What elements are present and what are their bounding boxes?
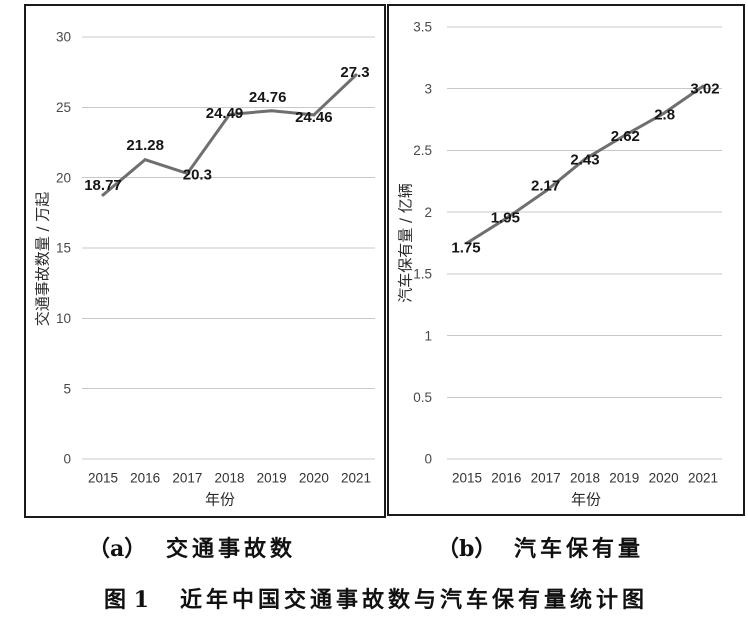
panel-a-traffic-accidents: 0 5 10 15 20 25 30 2015 2016 2017 2018 2019 2020 202… bbox=[24, 4, 386, 518]
chart-a-data-point bbox=[101, 193, 105, 197]
chart-a-gridlines bbox=[82, 36, 375, 460]
chart-a-x-tick-label: 2018 bbox=[214, 471, 244, 486]
chart-a-y-tick-label: 5 bbox=[63, 381, 71, 396]
subfigure-a-caption: 交通事故数 bbox=[166, 536, 297, 562]
chart-a-data-label: 18.77 bbox=[84, 177, 122, 194]
chart-b-data-point bbox=[662, 111, 666, 115]
chart-a-data-label: 21.28 bbox=[126, 137, 164, 154]
chart-a-data-labels: 18.77 21.28 20.3 24.49 24.76 24.46 27.3 bbox=[84, 64, 369, 194]
subfigure-b-caption: 汽车保有量 bbox=[514, 536, 645, 562]
chart-b-y-tick-label: 3.5 bbox=[413, 20, 432, 35]
chart-a-y-tick-label: 25 bbox=[56, 100, 71, 115]
chart-a-y-tick-label: 20 bbox=[56, 170, 71, 185]
chart-b-data-label: 2.17 bbox=[531, 177, 560, 194]
chart-b-data-labels: 1.75 1.95 2.17 2.43 2.62 2.8 3.02 bbox=[451, 80, 719, 256]
chart-a-data-point bbox=[185, 171, 189, 175]
chart-a-y-tick-label: 15 bbox=[56, 241, 71, 256]
chart-b-series bbox=[465, 84, 705, 245]
chart-b-x-tick-label: 2021 bbox=[688, 471, 718, 486]
chart-b-gridlines bbox=[447, 26, 722, 460]
chart-a-data-point bbox=[270, 109, 274, 113]
chart-a-data-label: 24.49 bbox=[206, 105, 244, 122]
chart-b-data-label: 1.75 bbox=[451, 239, 480, 256]
chart-b-y-tick-label: 0 bbox=[424, 452, 432, 467]
chart-a-ylabel: 交通事故数量 / 万起 bbox=[33, 192, 51, 327]
chart-b-data-point bbox=[622, 134, 626, 138]
chart-a-data-point bbox=[312, 113, 316, 117]
chart-b-data-point bbox=[504, 216, 508, 220]
chart-b-y-tick-label: 2.5 bbox=[413, 143, 432, 158]
chart-a-xlabel: 年份 bbox=[205, 490, 235, 508]
figure-caption: 近年中国交通事故数与汽车保有量统计图 bbox=[180, 587, 649, 613]
chart-b-svg: 0 0.5 1 1.5 2 2.5 3 3.5 2015 2016 2017 2018 2019 202… bbox=[396, 20, 722, 508]
chart-a-x-tick-label: 2020 bbox=[299, 471, 329, 486]
chart-b-x-tick-label: 2019 bbox=[609, 471, 639, 486]
subfigure-a-label: （a） bbox=[88, 536, 147, 562]
panel-b-vehicle-ownership: 0 0.5 1 1.5 2 2.5 3 3.5 2015 2016 2017 2018 2019 202… bbox=[387, 4, 745, 516]
chart-a-x-tick-label: 2015 bbox=[88, 471, 118, 486]
chart-b-data-label: 1.95 bbox=[491, 210, 520, 227]
chart-a-y-tick-label: 10 bbox=[56, 311, 71, 326]
chart-a-svg: 0 5 10 15 20 25 30 2015 2016 2017 2018 2019 2020 202… bbox=[33, 30, 375, 508]
chart-a-data-point bbox=[228, 113, 232, 117]
chart-b-ylabel: 汽车保有量 / 亿辆 bbox=[396, 183, 414, 303]
chart-b-data-point bbox=[544, 189, 548, 193]
chart-a-y-tick-label: 30 bbox=[56, 30, 71, 45]
chart-a-y-ticks: 0 5 10 15 20 25 30 bbox=[56, 30, 71, 467]
chart-b-x-ticks: 2015 2016 2017 2018 2019 2020 2021 bbox=[452, 471, 718, 486]
chart-b-data-point bbox=[583, 157, 587, 161]
chart-a-data-point bbox=[354, 73, 358, 77]
chart-a-data-label: 24.76 bbox=[249, 89, 287, 106]
chart-a-data-label: 20.3 bbox=[183, 167, 212, 184]
chart-b-x-tick-label: 2017 bbox=[531, 471, 561, 486]
chart-a-x-tick-label: 2021 bbox=[341, 471, 371, 486]
chart-b-xlabel: 年份 bbox=[571, 490, 601, 508]
chart-b-data-label: 2.62 bbox=[611, 128, 640, 145]
chart-b-data-label: 2.8 bbox=[654, 107, 675, 124]
figure-number: 图 1 bbox=[104, 587, 149, 613]
chart-b-y-tick-label: 1 bbox=[424, 328, 432, 343]
chart-b-data-label: 2.43 bbox=[570, 151, 599, 168]
chart-a-x-ticks: 2015 2016 2017 2018 2019 2020 2021 bbox=[88, 471, 371, 486]
chart-b-y-tick-label: 2 bbox=[424, 205, 432, 220]
chart-a-x-tick-label: 2016 bbox=[130, 471, 160, 486]
chart-b-x-tick-label: 2020 bbox=[649, 471, 679, 486]
chart-b-data-label: 3.02 bbox=[690, 80, 719, 97]
chart-a-y-tick-label: 0 bbox=[63, 452, 71, 467]
subfigure-b-label: （b） bbox=[437, 536, 497, 562]
chart-b-y-tick-label: 1.5 bbox=[413, 267, 432, 282]
chart-b-x-tick-label: 2016 bbox=[491, 471, 521, 486]
chart-a-series-line bbox=[101, 73, 358, 197]
chart-a-x-tick-label: 2017 bbox=[172, 471, 202, 486]
chart-a-x-tick-label: 2019 bbox=[257, 471, 287, 486]
chart-b-data-point bbox=[701, 84, 705, 88]
chart-a-data-label: 27.3 bbox=[340, 64, 369, 81]
chart-b-x-tick-label: 2015 bbox=[452, 471, 482, 486]
chart-b-data-point bbox=[465, 241, 469, 245]
chart-b-y-tick-label: 3 bbox=[424, 81, 432, 96]
chart-b-x-tick-label: 2018 bbox=[570, 471, 600, 486]
chart-b-y-tick-label: 0.5 bbox=[413, 390, 432, 405]
chart-b-y-ticks: 0 0.5 1 1.5 2 2.5 3 3.5 bbox=[413, 20, 432, 467]
chart-a-data-label: 24.46 bbox=[295, 109, 333, 126]
chart-a-series bbox=[101, 73, 358, 197]
chart-a-data-point bbox=[143, 158, 147, 162]
